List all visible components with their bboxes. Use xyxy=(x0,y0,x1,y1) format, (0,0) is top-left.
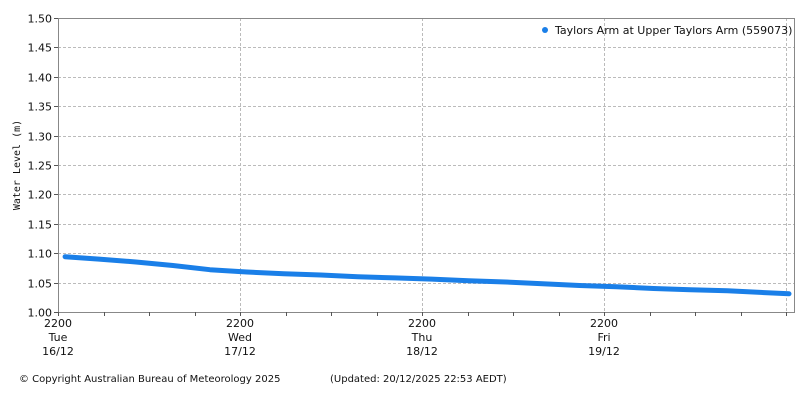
series-line xyxy=(62,254,792,297)
svg-text:1.15: 1.15 xyxy=(28,219,53,232)
svg-text:17/12: 17/12 xyxy=(224,345,256,358)
svg-text:Wed: Wed xyxy=(228,331,252,344)
y-axis-ticks: 1.00 1.05 1.10 1.15 1.20 1.25 1.30 1.35 1.40 1.45… xyxy=(28,13,58,320)
svg-text:1.00: 1.00 xyxy=(28,307,53,320)
water-level-chart: 1.00 1.05 1.10 1.15 1.20 1.25 1.30 1.35 1.40 1.45… xyxy=(12,13,795,358)
svg-text:18/12: 18/12 xyxy=(406,345,438,358)
svg-text:1.45: 1.45 xyxy=(28,42,53,55)
svg-text:1.10: 1.10 xyxy=(28,248,53,261)
legend-label: Taylors Arm at Upper Taylors Arm (559073… xyxy=(554,24,792,37)
svg-text:2200: 2200 xyxy=(590,317,618,330)
updated-timestamp: (Updated: 20/12/2025 22:53 AEDT) xyxy=(330,374,507,385)
svg-text:1.40: 1.40 xyxy=(28,72,53,85)
legend-marker-icon xyxy=(542,27,548,33)
svg-text:Tue: Tue xyxy=(48,331,68,344)
svg-text:19/12: 19/12 xyxy=(588,345,620,358)
svg-text:2200: 2200 xyxy=(408,317,436,330)
svg-text:1.05: 1.05 xyxy=(28,278,53,291)
axes xyxy=(58,18,795,313)
y-axis-label: Water Level (m) xyxy=(12,120,23,210)
copyright-text: © Copyright Australian Bureau of Meteoro… xyxy=(19,374,281,385)
svg-text:1.30: 1.30 xyxy=(28,131,53,144)
svg-text:1.20: 1.20 xyxy=(28,189,53,202)
svg-text:1.35: 1.35 xyxy=(28,101,53,114)
svg-text:16/12: 16/12 xyxy=(42,345,74,358)
grid-lines xyxy=(58,18,794,313)
legend: Taylors Arm at Upper Taylors Arm (559073… xyxy=(542,24,792,37)
svg-text:Thu: Thu xyxy=(411,331,433,344)
svg-text:1.25: 1.25 xyxy=(28,160,53,173)
svg-text:2200: 2200 xyxy=(44,317,72,330)
svg-text:1.50: 1.50 xyxy=(28,13,53,26)
svg-text:2200: 2200 xyxy=(226,317,254,330)
x-axis-ticks: 2200Tue16/122200Wed17/122200Thu18/122200… xyxy=(42,312,787,358)
svg-text:Fri: Fri xyxy=(597,331,610,344)
